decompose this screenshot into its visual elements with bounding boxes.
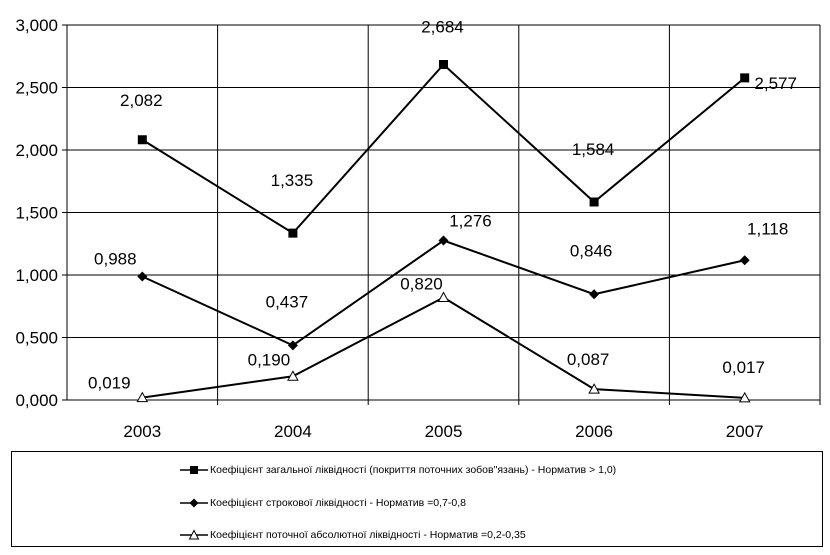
data-point-triangle — [287, 370, 299, 381]
data-label: 0,820 — [400, 275, 443, 294]
data-point-diamond — [589, 289, 600, 300]
data-label: 0,087 — [567, 350, 610, 369]
data-label: 2,577 — [754, 74, 797, 93]
data-point-square — [288, 228, 298, 238]
x-tick-label: 2004 — [274, 422, 312, 441]
y-tick-label: 2,000 — [15, 141, 58, 160]
data-point-triangle — [738, 391, 751, 403]
data-label: 0,017 — [722, 358, 765, 377]
data-point-triangle — [588, 383, 600, 394]
data-label: 0,988 — [94, 250, 137, 269]
legend-item-general-liquidity: Коефіцієнт загальної ліквідності (покрит… — [180, 462, 616, 478]
data-point-square — [740, 73, 750, 83]
data-label: 0,846 — [570, 241, 613, 260]
legend-label: Коефіцієнт строкової ліквідності - Норма… — [210, 497, 466, 509]
data-point-triangle — [437, 291, 450, 302]
data-label: 1,276 — [449, 212, 492, 231]
x-tick-label: 2003 — [123, 422, 161, 441]
data-label: 1,118 — [747, 219, 788, 238]
legend-square-marker-icon — [180, 466, 208, 474]
chart-legend: Коефіцієнт загальної ліквідності (покрит… — [11, 451, 823, 547]
legend-label: Коефіцієнт поточної абсолютної ліквіднос… — [210, 529, 526, 541]
legend-diamond-marker-icon — [180, 498, 208, 508]
data-label: 1,584 — [572, 140, 615, 159]
y-tick-label: 1,500 — [15, 204, 58, 223]
legend-item-quick-liquidity: Коефіцієнт строкової ліквідності - Норма… — [180, 495, 466, 511]
series-line-3 — [142, 296, 745, 399]
legend-triangle-marker-icon — [180, 529, 208, 540]
data-label: 0,190 — [248, 350, 291, 369]
data-point-diamond — [287, 340, 298, 351]
data-label: 2,684 — [421, 18, 464, 37]
data-point-square — [439, 60, 448, 69]
data-label: 1,335 — [271, 171, 314, 190]
data-label: 0,019 — [88, 374, 131, 393]
data-point-diamond — [137, 271, 148, 282]
data-point-square — [137, 135, 147, 145]
data-point-square — [589, 197, 599, 207]
legend-label: Коефіцієнт загальної ліквідності (покрит… — [210, 464, 617, 476]
data-label: 0,437 — [266, 292, 309, 311]
line-chart: 0,000 0,500 1,000 1,500 2,000 2,500 3,000 2003 2… — [15, 16, 821, 441]
y-tick-label: 0,000 — [15, 391, 58, 410]
series-line-1 — [141, 63, 746, 235]
x-tick-label: 2007 — [726, 422, 764, 441]
y-tick-label: 0,500 — [15, 329, 58, 348]
y-tick-label: 2,500 — [15, 79, 58, 98]
data-point-diamond — [739, 255, 750, 266]
y-tick-label: 1,000 — [15, 266, 58, 285]
data-label: 2,082 — [120, 91, 163, 110]
legend-item-absolute-liquidity: Коефіцієнт поточної абсолютної ліквіднос… — [180, 527, 526, 543]
data-point-triangle — [136, 391, 149, 403]
x-tick-label: 2006 — [575, 422, 613, 441]
y-tick-label: 3,000 — [15, 16, 58, 35]
x-tick-label: 2005 — [425, 422, 463, 441]
data-point-diamond — [438, 235, 449, 246]
